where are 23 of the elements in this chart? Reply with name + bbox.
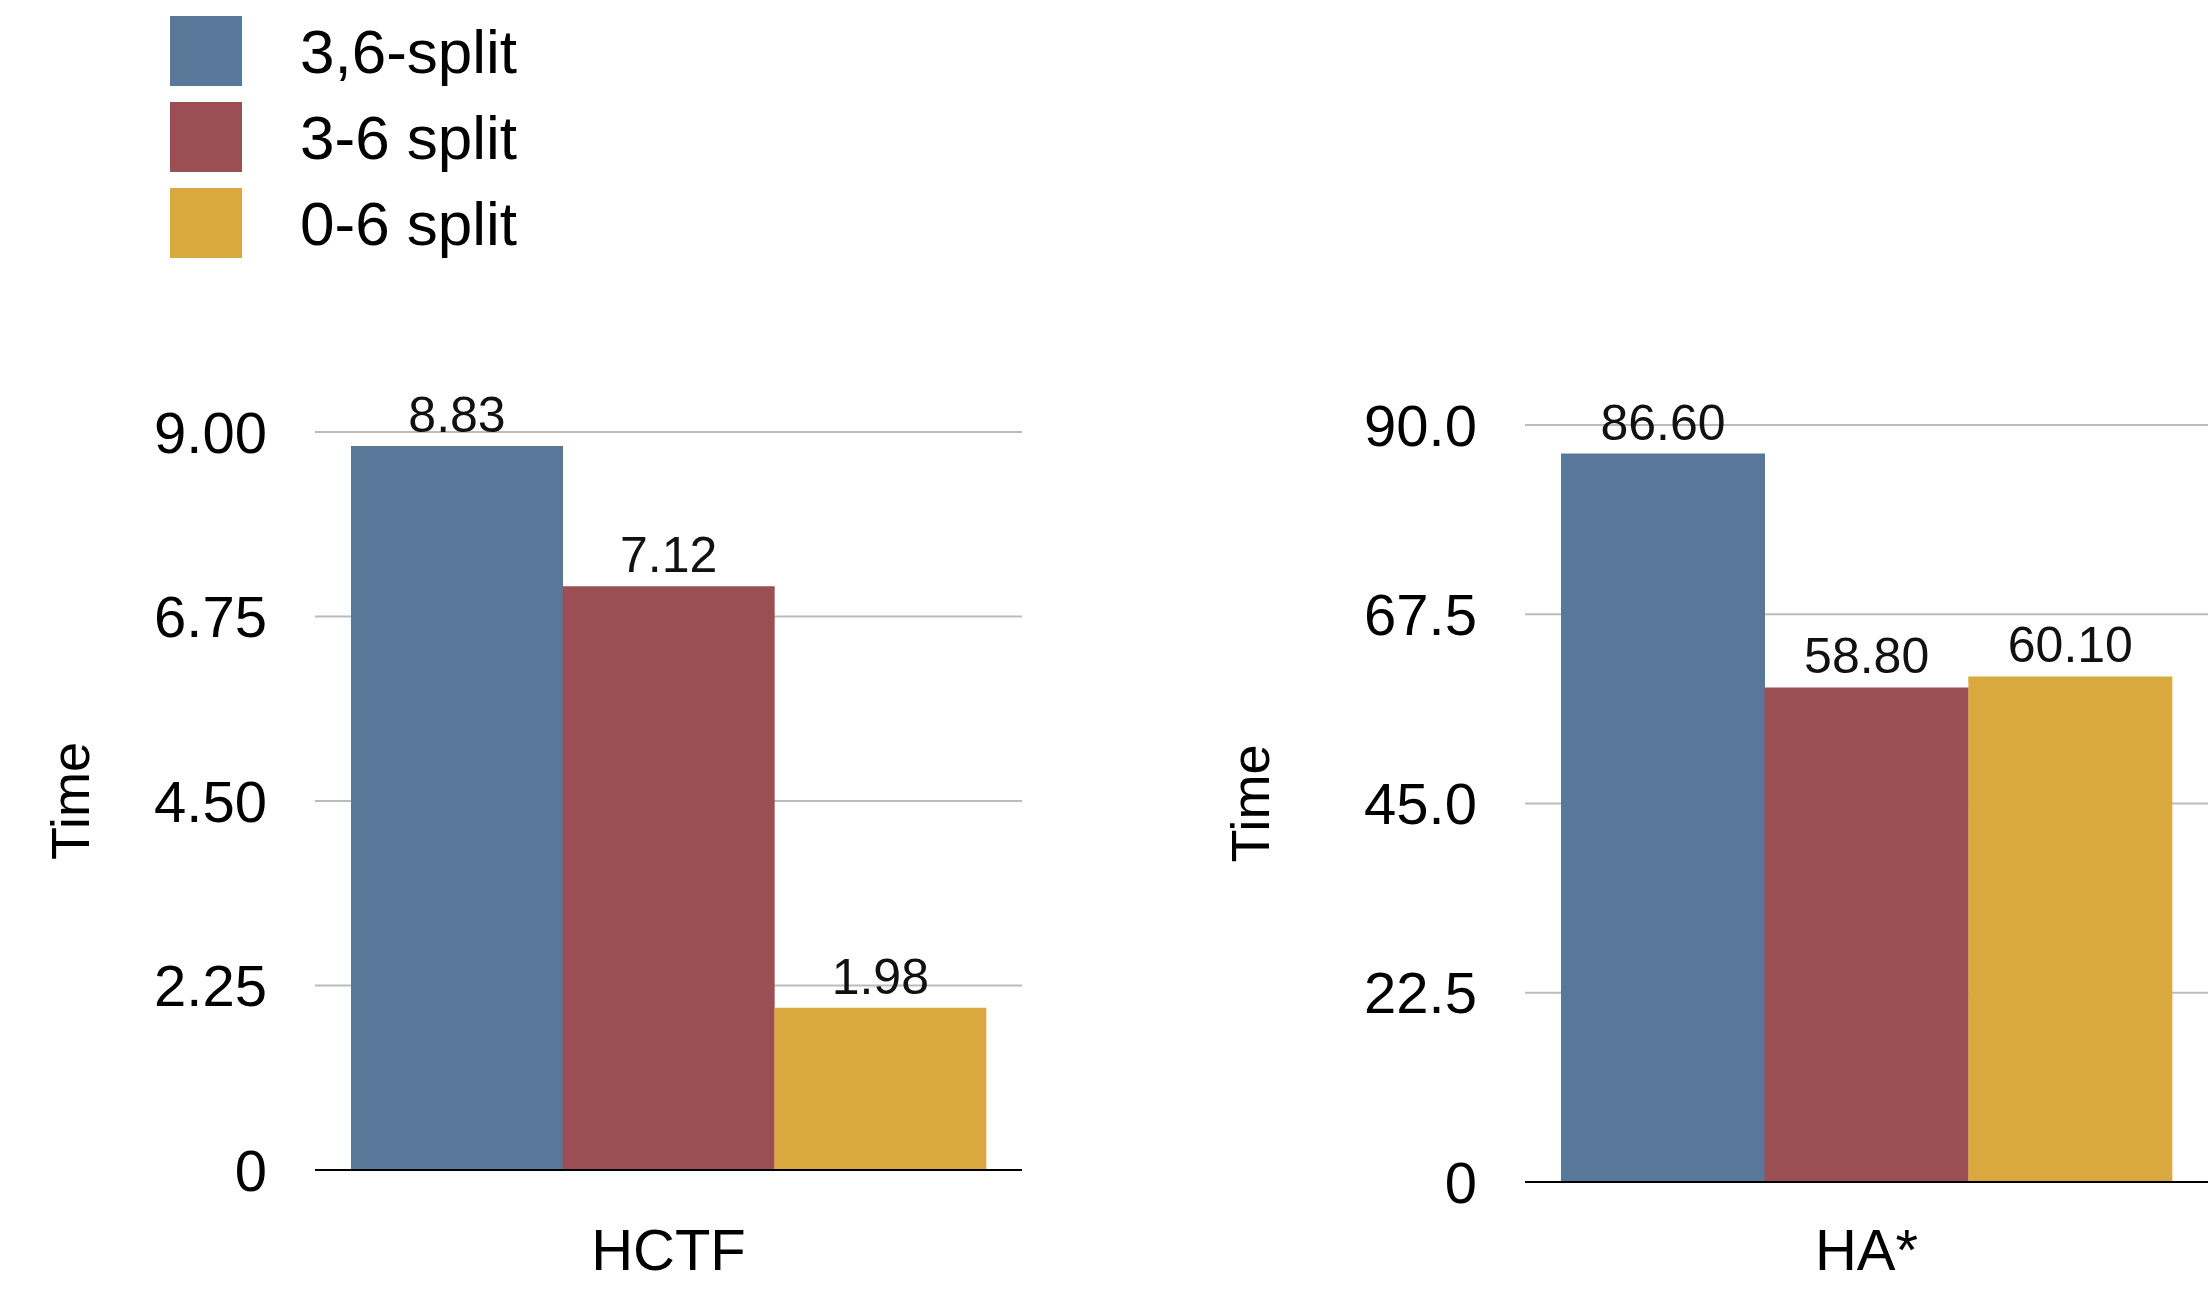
data-label: 1.98 bbox=[831, 948, 929, 1005]
data-label: 86.60 bbox=[1600, 394, 1726, 451]
y-axis-title: Time bbox=[1220, 744, 1280, 863]
x-axis-title: HA* bbox=[1814, 1217, 1919, 1282]
y-tick-label: 6.75 bbox=[154, 584, 267, 650]
y-tick-label: 4.50 bbox=[154, 768, 267, 834]
y-tick-label: 2.25 bbox=[154, 953, 267, 1019]
data-label: 60.10 bbox=[2007, 617, 2133, 674]
y-tick-label: 0 bbox=[1444, 1149, 1477, 1215]
y-tick-label: 9.00 bbox=[154, 399, 267, 465]
data-label: 7.12 bbox=[620, 527, 718, 584]
y-tick-label: 0 bbox=[234, 1137, 267, 1203]
y-tick-label: 67.5 bbox=[1364, 581, 1477, 647]
legend-label: 0-6 split bbox=[300, 187, 518, 259]
legend-label: 3,6-split bbox=[300, 15, 518, 87]
data-label: 58.80 bbox=[1804, 628, 1930, 685]
y-tick-label: 90.0 bbox=[1364, 392, 1477, 458]
y-tick-label: 22.5 bbox=[1364, 960, 1477, 1026]
x-axis-title: HCTF bbox=[591, 1217, 746, 1282]
y-tick-label: 45.0 bbox=[1364, 771, 1477, 837]
legend-label: 3-6 split bbox=[300, 101, 518, 173]
y-axis-title: Time bbox=[40, 742, 100, 860]
data-label: 8.83 bbox=[408, 386, 506, 443]
